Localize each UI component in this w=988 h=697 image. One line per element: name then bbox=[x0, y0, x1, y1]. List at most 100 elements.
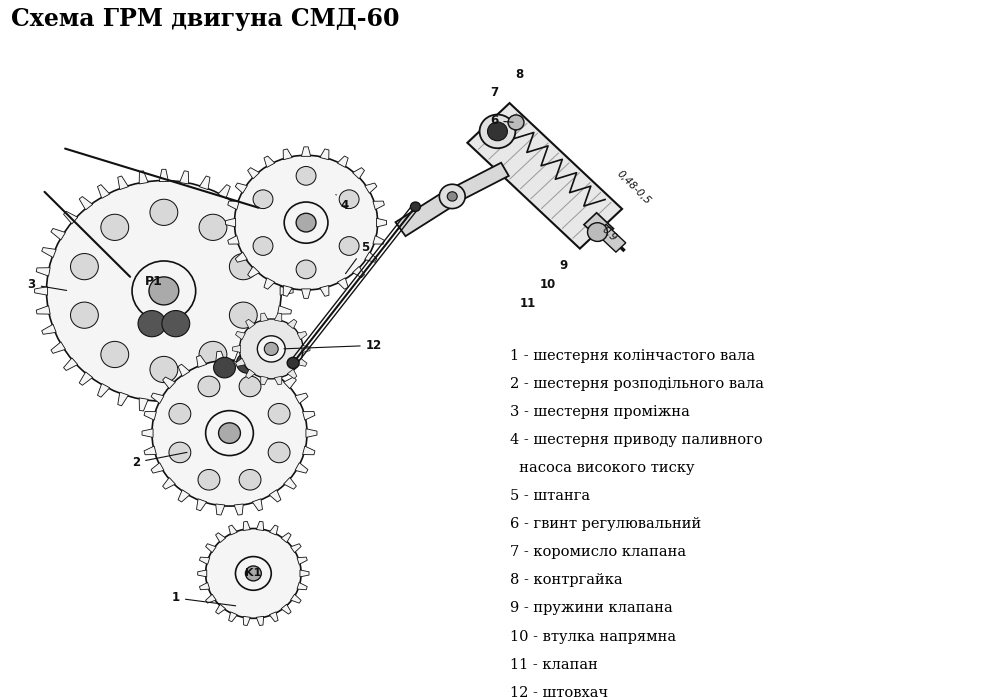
Polygon shape bbox=[302, 345, 310, 353]
Polygon shape bbox=[215, 351, 225, 362]
Polygon shape bbox=[228, 236, 239, 244]
Circle shape bbox=[169, 404, 191, 424]
Polygon shape bbox=[284, 377, 296, 389]
Polygon shape bbox=[297, 332, 307, 339]
Polygon shape bbox=[284, 286, 292, 296]
Polygon shape bbox=[225, 218, 235, 227]
Polygon shape bbox=[180, 398, 189, 411]
Polygon shape bbox=[290, 544, 301, 553]
Circle shape bbox=[46, 181, 282, 401]
Circle shape bbox=[265, 342, 279, 355]
Circle shape bbox=[236, 353, 258, 373]
Circle shape bbox=[253, 190, 273, 208]
Text: 8 - контргайка: 8 - контргайка bbox=[510, 574, 622, 588]
Circle shape bbox=[487, 122, 508, 141]
Text: 4: 4 bbox=[336, 194, 349, 212]
Circle shape bbox=[132, 261, 196, 321]
Circle shape bbox=[101, 214, 128, 240]
Polygon shape bbox=[372, 201, 384, 210]
Circle shape bbox=[101, 342, 128, 367]
Polygon shape bbox=[228, 525, 237, 535]
Text: 1 - шестерня колінчастого вала: 1 - шестерня колінчастого вала bbox=[510, 349, 755, 363]
Circle shape bbox=[162, 311, 190, 337]
Polygon shape bbox=[151, 393, 164, 404]
Polygon shape bbox=[180, 171, 189, 184]
Polygon shape bbox=[301, 147, 310, 156]
Polygon shape bbox=[197, 499, 206, 511]
Polygon shape bbox=[262, 342, 277, 353]
Circle shape bbox=[588, 223, 608, 241]
Polygon shape bbox=[235, 358, 245, 367]
Polygon shape bbox=[290, 595, 301, 603]
Polygon shape bbox=[142, 429, 153, 438]
Polygon shape bbox=[197, 355, 206, 367]
Polygon shape bbox=[218, 383, 230, 397]
Circle shape bbox=[339, 190, 359, 208]
Polygon shape bbox=[98, 185, 110, 199]
Polygon shape bbox=[206, 544, 216, 553]
Polygon shape bbox=[250, 211, 264, 224]
Polygon shape bbox=[35, 286, 47, 296]
Circle shape bbox=[198, 376, 220, 397]
Polygon shape bbox=[584, 213, 614, 240]
Text: 12 - штовхач: 12 - штовхач bbox=[510, 686, 608, 697]
Polygon shape bbox=[302, 446, 315, 454]
Polygon shape bbox=[79, 372, 93, 385]
Polygon shape bbox=[248, 266, 260, 277]
Polygon shape bbox=[139, 398, 148, 411]
Circle shape bbox=[229, 302, 257, 328]
Circle shape bbox=[268, 404, 290, 424]
Circle shape bbox=[339, 237, 359, 255]
Polygon shape bbox=[144, 411, 156, 420]
Text: 8: 8 bbox=[515, 68, 523, 81]
Circle shape bbox=[296, 213, 316, 232]
Polygon shape bbox=[281, 286, 293, 296]
Polygon shape bbox=[37, 306, 50, 314]
Polygon shape bbox=[449, 162, 509, 203]
Polygon shape bbox=[232, 345, 241, 353]
Circle shape bbox=[253, 237, 273, 255]
Polygon shape bbox=[337, 278, 348, 289]
Text: 5: 5 bbox=[346, 240, 369, 274]
Polygon shape bbox=[63, 211, 78, 224]
Polygon shape bbox=[252, 355, 263, 367]
Polygon shape bbox=[215, 604, 225, 614]
Text: 0,9: 0,9 bbox=[600, 224, 618, 243]
Polygon shape bbox=[235, 183, 247, 193]
Polygon shape bbox=[200, 176, 210, 190]
Circle shape bbox=[296, 167, 316, 185]
Polygon shape bbox=[213, 544, 237, 603]
Polygon shape bbox=[320, 286, 329, 296]
Polygon shape bbox=[228, 612, 237, 622]
Circle shape bbox=[234, 155, 377, 290]
Text: 7: 7 bbox=[490, 86, 498, 100]
Polygon shape bbox=[306, 429, 317, 438]
Polygon shape bbox=[264, 278, 275, 289]
Circle shape bbox=[70, 302, 99, 328]
Circle shape bbox=[229, 254, 257, 279]
Polygon shape bbox=[288, 319, 297, 328]
Circle shape bbox=[285, 202, 328, 243]
Text: K1: K1 bbox=[245, 569, 262, 579]
Polygon shape bbox=[250, 358, 264, 371]
Polygon shape bbox=[243, 521, 250, 530]
Polygon shape bbox=[246, 369, 255, 378]
Polygon shape bbox=[467, 103, 622, 249]
Polygon shape bbox=[372, 236, 384, 244]
Circle shape bbox=[239, 470, 261, 490]
Circle shape bbox=[70, 254, 99, 279]
Polygon shape bbox=[163, 477, 175, 489]
Circle shape bbox=[199, 342, 227, 367]
Text: 11 - клапан: 11 - клапан bbox=[510, 657, 598, 672]
Circle shape bbox=[410, 202, 421, 211]
Polygon shape bbox=[264, 156, 275, 167]
Polygon shape bbox=[353, 168, 365, 179]
Circle shape bbox=[213, 358, 235, 378]
Polygon shape bbox=[200, 583, 209, 590]
Circle shape bbox=[206, 528, 301, 618]
Polygon shape bbox=[37, 268, 50, 276]
Circle shape bbox=[245, 566, 261, 581]
Polygon shape bbox=[41, 247, 56, 257]
Polygon shape bbox=[151, 463, 164, 473]
Circle shape bbox=[152, 360, 307, 506]
